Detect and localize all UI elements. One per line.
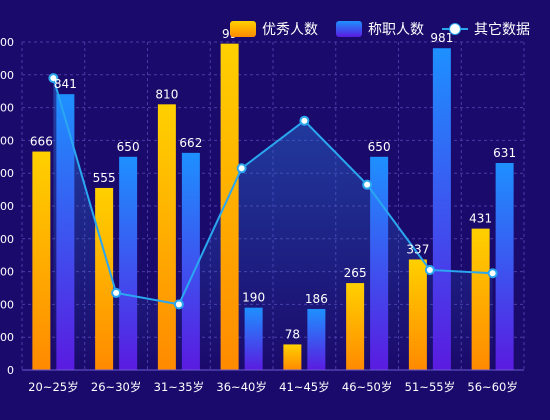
- bar-excellent[interactable]: [346, 283, 365, 370]
- bar-excellent[interactable]: [157, 104, 176, 370]
- line-point[interactable]: [173, 299, 184, 310]
- x-tick-label: 20~25岁: [28, 380, 78, 394]
- bar-excellent[interactable]: [32, 151, 51, 370]
- y-tick-label: 00: [0, 266, 14, 279]
- legend-label-excellent: 优秀人数: [262, 22, 318, 38]
- legend-item-competent[interactable]: 称职人数: [336, 19, 424, 39]
- legend-swatch-other: [442, 21, 468, 37]
- label-competent: 631: [493, 146, 516, 160]
- line-series: [48, 73, 498, 310]
- label-competent: 981: [430, 31, 453, 45]
- line-point[interactable]: [299, 115, 310, 126]
- label-competent: 662: [179, 136, 202, 150]
- x-tick-label: 56~60岁: [467, 380, 517, 394]
- line-point[interactable]: [236, 163, 247, 174]
- x-tick-label: 36~40岁: [216, 380, 266, 394]
- x-tick-label: 41~45岁: [279, 380, 329, 394]
- bar-competent[interactable]: [307, 308, 326, 370]
- label-excellent: 265: [344, 266, 367, 280]
- bar-excellent[interactable]: [95, 187, 114, 370]
- bars: [32, 43, 514, 371]
- label-excellent: 810: [155, 87, 178, 101]
- line-point[interactable]: [48, 73, 59, 84]
- x-tick-label: 31~35岁: [154, 380, 204, 394]
- bar-excellent[interactable]: [408, 259, 427, 370]
- legend: 优秀人数 称职人数 其它数据: [230, 19, 530, 39]
- x-tick-label: 46~50岁: [342, 380, 392, 394]
- label-competent: 650: [117, 140, 140, 154]
- y-tick-label: 00: [0, 331, 14, 344]
- label-competent: 650: [368, 140, 391, 154]
- label-excellent: 337: [406, 242, 429, 256]
- bar-excellent[interactable]: [283, 344, 302, 370]
- label-competent: 841: [54, 77, 77, 91]
- line-other: [52, 77, 493, 306]
- bar-competent[interactable]: [181, 152, 200, 370]
- legend-label-competent: 称职人数: [368, 22, 424, 38]
- y-tick-label: 00: [0, 167, 14, 180]
- x-tick-label: 26~30岁: [91, 380, 141, 394]
- bar-competent[interactable]: [370, 156, 389, 370]
- y-tick-label: 00: [0, 102, 14, 115]
- label-excellent: 666: [30, 135, 53, 149]
- bar-competent[interactable]: [495, 163, 514, 370]
- bar-competent[interactable]: [432, 48, 451, 371]
- legend-item-other[interactable]: 其它数据: [442, 19, 530, 39]
- data-labels: 6665558109978265337431841650662190186650…: [30, 27, 516, 341]
- bar-excellent[interactable]: [220, 43, 239, 370]
- y-tick-label: 000: [0, 36, 14, 49]
- label-competent: 186: [305, 292, 328, 306]
- legend-swatch-competent: [336, 21, 362, 37]
- y-tick-label: 00: [0, 233, 14, 246]
- bar-excellent[interactable]: [471, 228, 490, 370]
- legend-item-excellent[interactable]: 优秀人数: [230, 19, 318, 39]
- label-competent: 190: [242, 291, 265, 305]
- bar-competent[interactable]: [119, 156, 138, 370]
- label-excellent: 555: [93, 171, 116, 185]
- line-point[interactable]: [111, 287, 122, 298]
- y-tick-label: 0: [7, 364, 14, 377]
- label-excellent: 78: [285, 327, 300, 341]
- label-excellent: 431: [469, 212, 492, 226]
- line-point[interactable]: [424, 264, 435, 275]
- axes: 000000000000000000000020~25岁26~30岁31~35岁…: [0, 36, 524, 394]
- line-point[interactable]: [487, 268, 498, 279]
- legend-swatch-excellent: [230, 21, 256, 37]
- y-tick-label: 00: [0, 298, 14, 311]
- bar-competent[interactable]: [244, 307, 263, 370]
- y-tick-label: 00: [0, 200, 14, 213]
- line-point[interactable]: [362, 179, 373, 190]
- y-tick-label: 00: [0, 134, 14, 147]
- bar-competent[interactable]: [56, 94, 75, 370]
- x-tick-label: 51~55岁: [405, 380, 455, 394]
- y-tick-label: 00: [0, 69, 14, 82]
- legend-label-other: 其它数据: [474, 22, 530, 38]
